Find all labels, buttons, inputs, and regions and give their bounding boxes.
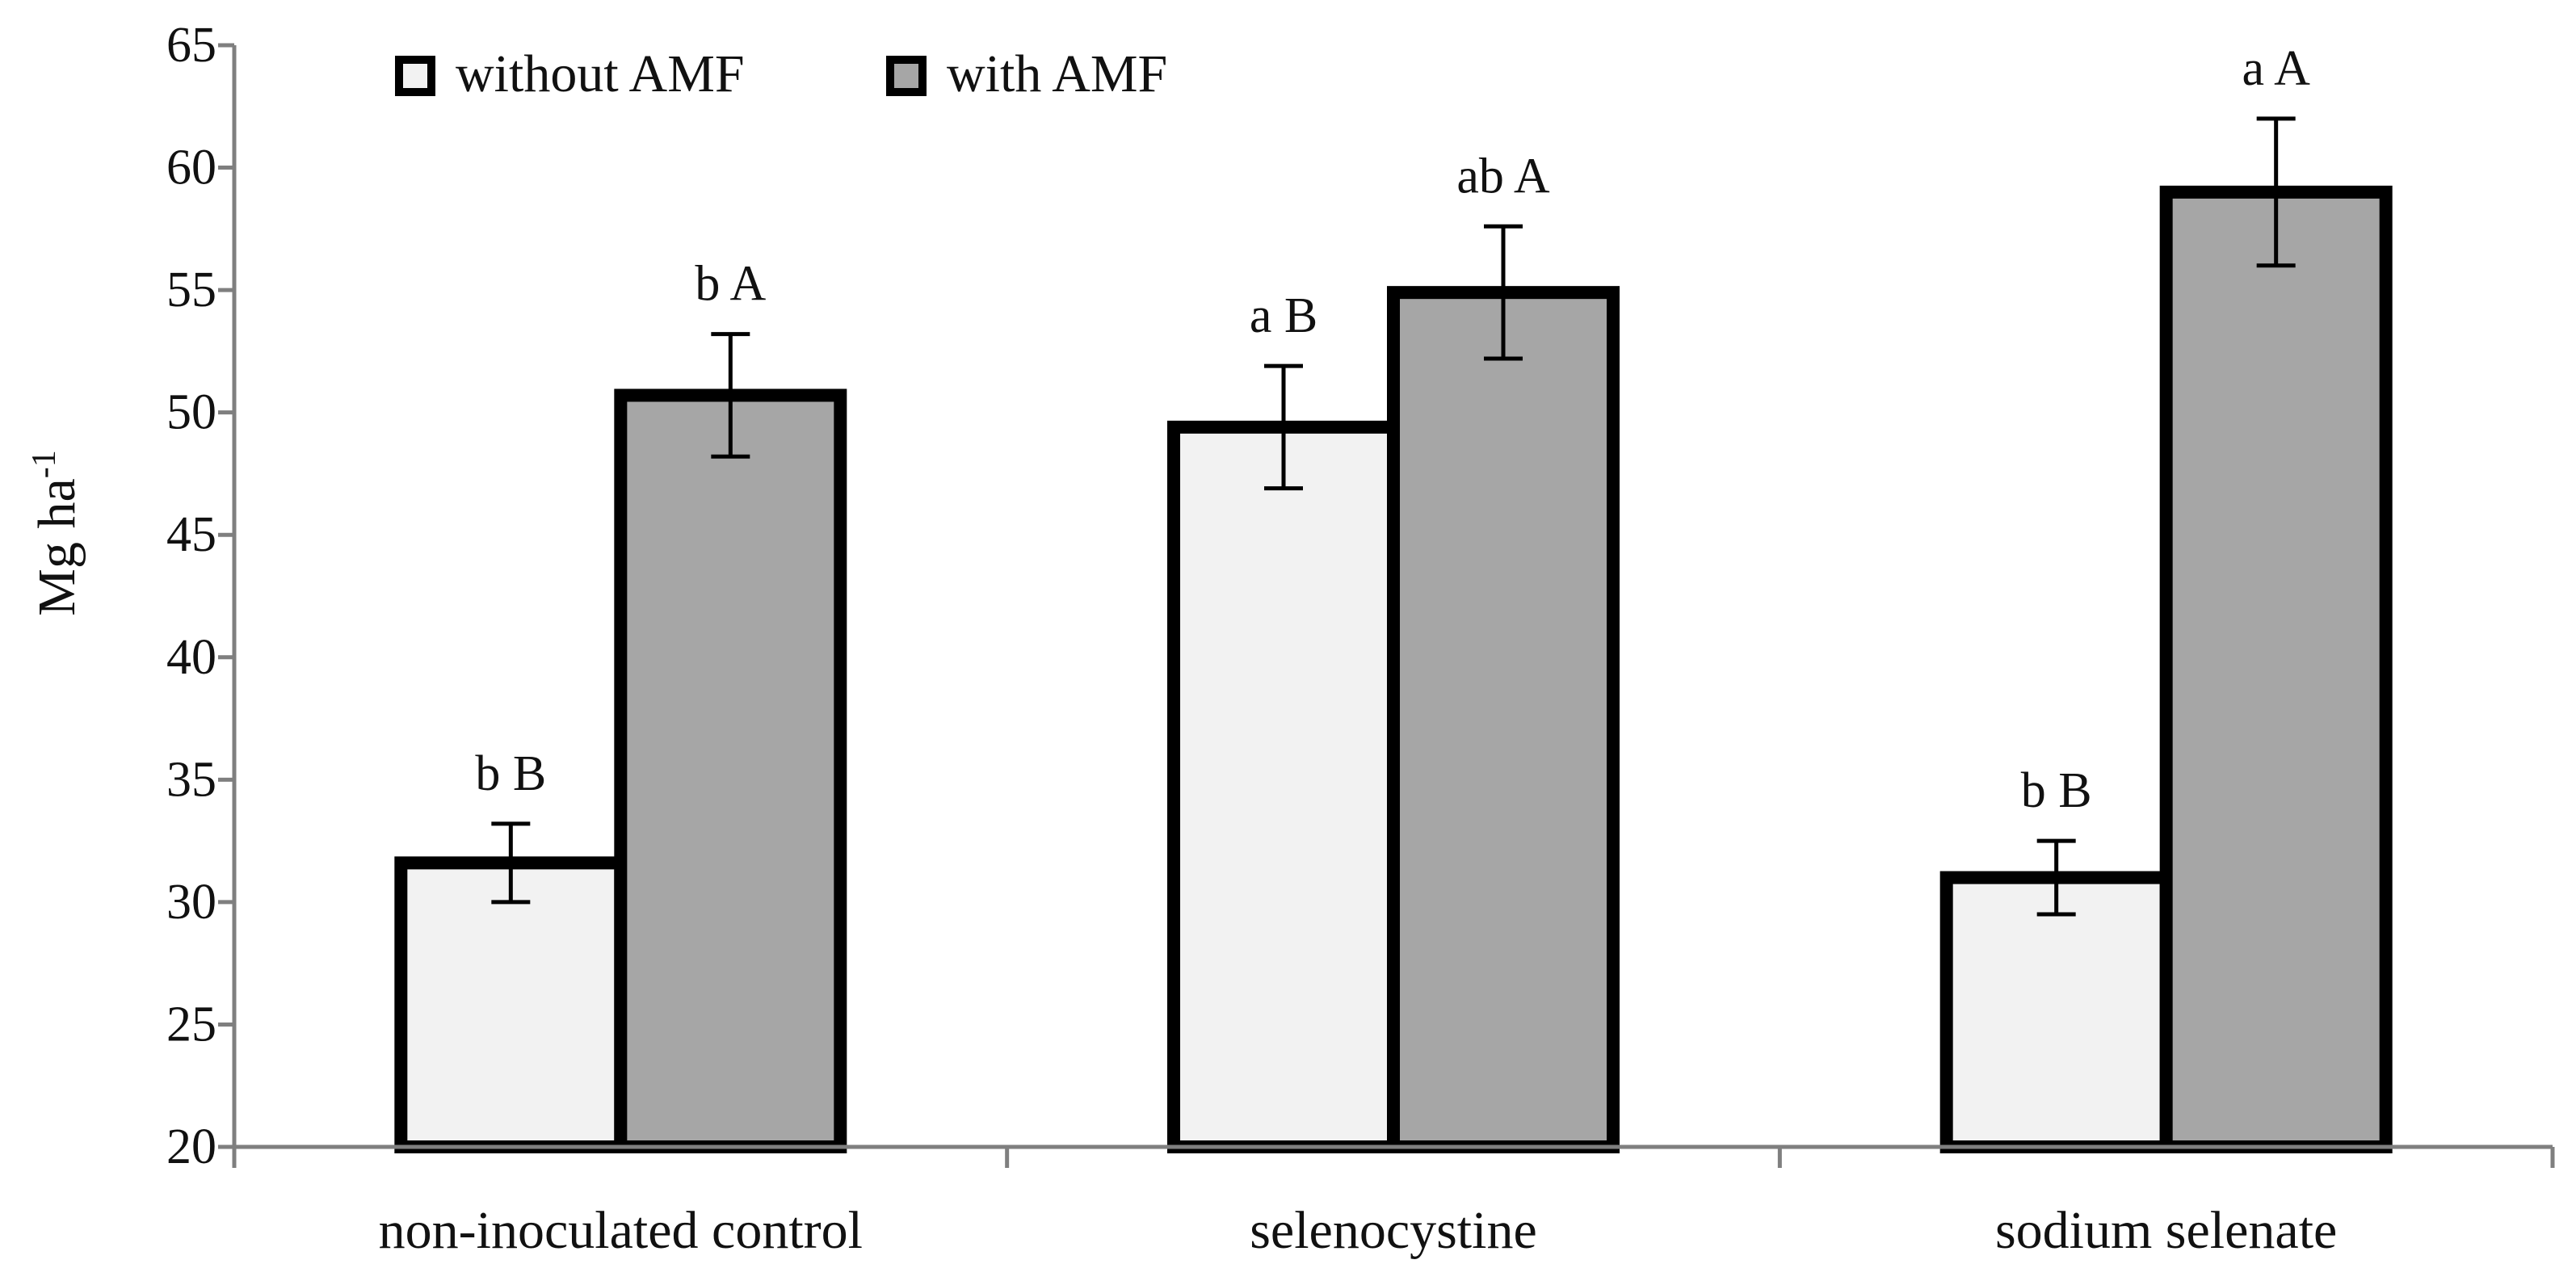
y-tick-label-3: 35 [166,752,216,807]
bar-1-2 [2159,185,2393,1153]
bar-1-1 [1387,286,1620,1153]
y-tick-label-0: 20 [166,1119,216,1174]
legend-swatch-1 [886,56,927,96]
significance-label-0-1: a B [1250,288,1317,343]
y-axis-title: Mg ha-1 [26,450,86,615]
category-label-2: sodium selenate [1995,1201,2337,1260]
legend-label-1: with AMF [947,44,1167,103]
bar-0-1 [1167,420,1400,1153]
y-axis-title-text: Mg ha [27,478,86,615]
y-tick-label-9: 65 [166,18,216,73]
plot-area: b B b A a B ab A b B a A [394,41,2393,1153]
y-tick-label-5: 45 [166,507,216,562]
category-label-0: non-inoculated control [379,1201,863,1260]
significance-label-1-1: ab A [1456,149,1550,204]
category-label-1: selenocystine [1250,1201,1537,1260]
bar-0-0 [394,856,628,1153]
y-axis-title-superscript: -1 [26,450,63,478]
bar-1-0 [614,388,847,1153]
axes: 20 25 30 35 40 45 50 55 60 65 non-inoculated contr… [166,18,2555,1260]
legend-label-0: without AMF [456,44,745,103]
y-tick-label-4: 40 [166,630,216,685]
significance-label-1-2: a A [2242,41,2310,96]
y-tick-label-1: 25 [166,997,216,1052]
y-tick-label-7: 55 [166,262,216,317]
y-tick-label-6: 50 [166,385,216,440]
bar-0-2 [1939,871,2173,1153]
y-tick-label-8: 60 [166,141,216,195]
legend-swatch-0 [395,56,435,96]
y-tick-label-2: 30 [166,875,216,930]
legend: without AMF with AMF [395,44,1167,103]
significance-label-0-2: b B [2021,763,2092,818]
significance-label-1-0: b A [695,257,766,312]
significance-label-0-0: b B [475,746,546,801]
